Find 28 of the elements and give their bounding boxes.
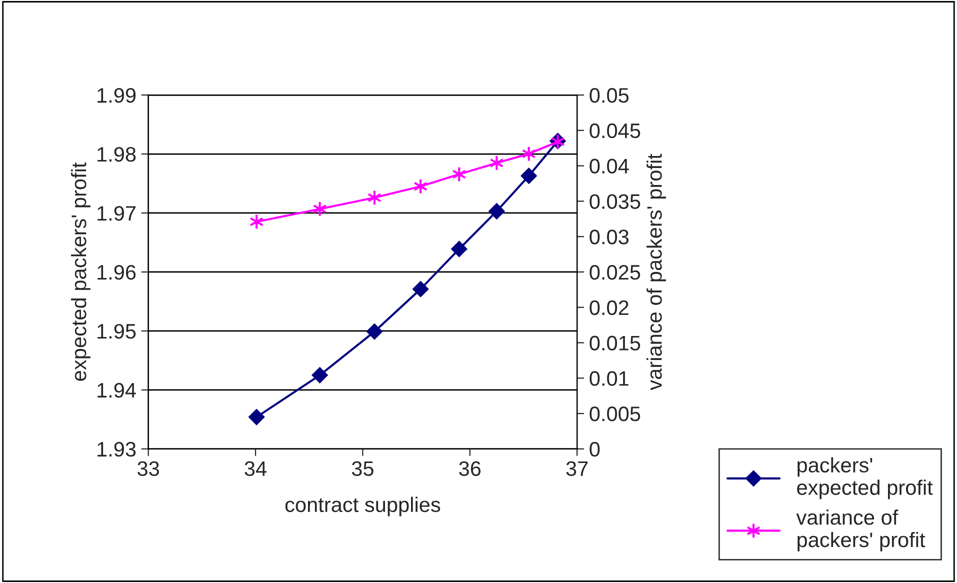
y-tick-label: 1.95 [98,324,136,339]
y-tick-label: 1.93 [98,442,136,457]
y2-tick-label: 0.025 [590,264,640,280]
y2-tick-label: 0.01 [590,371,628,386]
y2-tick-label: 0.04 [590,158,629,174]
y2-tick-label: 0.005 [590,406,640,422]
x-tick-label: 35 [352,461,374,476]
y-tick-label: 1.99 [98,88,136,103]
x-tick-label: 34 [244,461,266,476]
y-axis-title: expected packers' profit [71,162,90,381]
y-tick-label: 1.97 [98,206,136,221]
y2-tick-label: 0 [590,442,600,457]
x-tick-label: 36 [459,461,481,476]
y2-tick-label: 0.05 [590,88,629,103]
x-axis-title: contract supplies [285,496,440,516]
y2-tick-label: 0.02 [590,300,628,316]
x-tick-label: 37 [566,461,588,476]
y-tick-label: 1.96 [98,264,136,280]
y-tick-label: 1.94 [98,382,136,398]
y2-tick-label: 0.03 [590,230,629,244]
x-tick-label: 33 [138,461,160,476]
y2-tick-label: 0.045 [590,123,640,138]
y2-tick-label: 0.035 [590,194,640,209]
y-tick-label: 1.98 [98,147,136,162]
y2-axis-title: variance of packers' profit [646,154,666,390]
legend-label: variance of packers' profit [796,510,926,552]
legend-label: packers' expected profit [797,457,933,500]
y2-tick-label: 0.015 [590,336,640,350]
